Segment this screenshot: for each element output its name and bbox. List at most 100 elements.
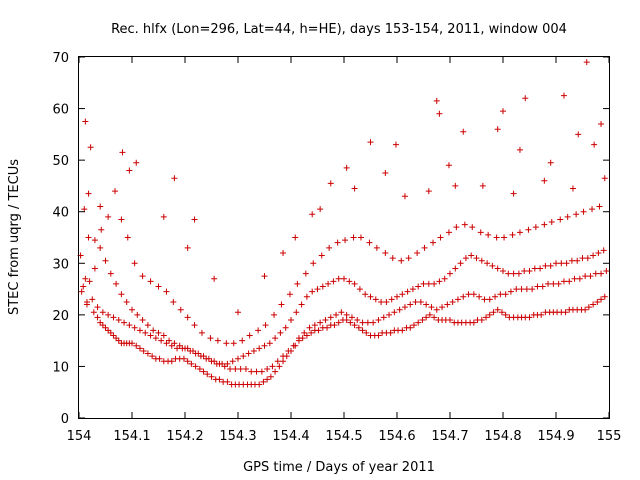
data-point <box>452 265 459 272</box>
data-point <box>346 278 353 285</box>
data-point <box>269 363 276 370</box>
data-point <box>445 162 452 169</box>
data-point <box>334 239 341 246</box>
data-point <box>478 317 485 324</box>
data-point <box>351 185 358 192</box>
data-point <box>171 340 178 347</box>
data-point <box>479 182 486 189</box>
data-point <box>380 314 387 321</box>
data-point <box>351 322 358 329</box>
data-point <box>453 224 460 231</box>
data-point <box>261 342 268 349</box>
data-point <box>343 317 350 324</box>
data-point <box>462 255 469 262</box>
data-point <box>261 273 268 280</box>
data-point <box>325 280 332 287</box>
data-point <box>387 329 394 336</box>
data-point <box>564 213 571 220</box>
data-point <box>335 319 342 326</box>
data-point <box>417 298 424 305</box>
data-point <box>246 332 253 339</box>
x-tick-label: 155 <box>597 429 622 444</box>
data-point <box>110 332 117 339</box>
data-point <box>188 360 195 367</box>
data-point <box>203 355 210 362</box>
data-point <box>82 275 89 282</box>
data-point <box>308 329 315 336</box>
data-point <box>262 322 269 329</box>
data-point <box>170 298 177 305</box>
data-point <box>486 311 493 318</box>
data-point <box>465 291 472 298</box>
data-point <box>311 322 318 329</box>
data-point <box>510 190 517 197</box>
data-point <box>124 234 131 241</box>
data-point <box>176 342 183 349</box>
data-point <box>322 317 329 324</box>
data-point <box>83 298 90 305</box>
data-point <box>256 381 263 388</box>
data-point <box>272 335 279 342</box>
data-point <box>121 319 128 326</box>
x-tick-label: 154.9 <box>537 429 574 444</box>
data-point <box>319 283 326 290</box>
data-point <box>575 131 582 138</box>
y-tick-label: 50 <box>52 154 69 169</box>
x-axis-label: GPS time / Days of year 2011 <box>243 460 435 475</box>
data-point <box>168 342 175 349</box>
data-point <box>227 366 234 373</box>
data-point <box>264 376 271 383</box>
data-point <box>115 317 122 324</box>
data-point <box>490 309 497 316</box>
y-tick-label: 40 <box>52 206 69 221</box>
data-point <box>204 371 211 378</box>
data-point <box>331 322 338 329</box>
data-point <box>433 306 440 313</box>
data-point <box>126 167 133 174</box>
data-point <box>286 291 293 298</box>
data-point <box>309 288 316 295</box>
data-point <box>555 280 562 287</box>
data-point <box>410 322 417 329</box>
data-point <box>436 278 443 285</box>
data-point <box>500 268 506 275</box>
data-point <box>211 275 218 282</box>
data-point <box>91 265 98 272</box>
data-point <box>295 335 302 342</box>
data-point <box>280 353 287 360</box>
data-point <box>447 317 453 324</box>
data-point <box>596 203 603 210</box>
data-point <box>460 128 467 135</box>
data-point <box>245 350 252 357</box>
data-point <box>147 332 154 339</box>
data-point <box>375 332 382 339</box>
data-point <box>441 275 448 282</box>
data-point <box>483 314 490 321</box>
data-point <box>113 280 120 287</box>
data-point <box>271 311 278 318</box>
data-point <box>383 298 390 305</box>
data-point <box>314 286 321 293</box>
data-point <box>419 317 426 324</box>
y-tick-label: 0 <box>61 412 69 427</box>
data-point <box>191 216 198 223</box>
y-tick-label: 60 <box>52 103 69 118</box>
data-point <box>86 278 93 285</box>
data-point <box>426 311 433 318</box>
data-point <box>350 234 357 241</box>
data-point <box>82 118 89 125</box>
data-point <box>399 291 406 298</box>
data-point <box>200 368 207 375</box>
data-point <box>292 234 299 241</box>
data-point <box>580 208 587 215</box>
x-tick-label: 154.1 <box>113 429 150 444</box>
data-point <box>592 270 599 277</box>
data-point <box>208 373 215 380</box>
data-point <box>500 108 506 115</box>
data-point <box>213 360 220 367</box>
y-axis-label: STEC from uqrg / TECUs <box>7 159 22 315</box>
data-point <box>184 314 191 321</box>
data-point <box>306 324 313 331</box>
data-point <box>566 278 573 285</box>
data-point <box>515 270 522 277</box>
